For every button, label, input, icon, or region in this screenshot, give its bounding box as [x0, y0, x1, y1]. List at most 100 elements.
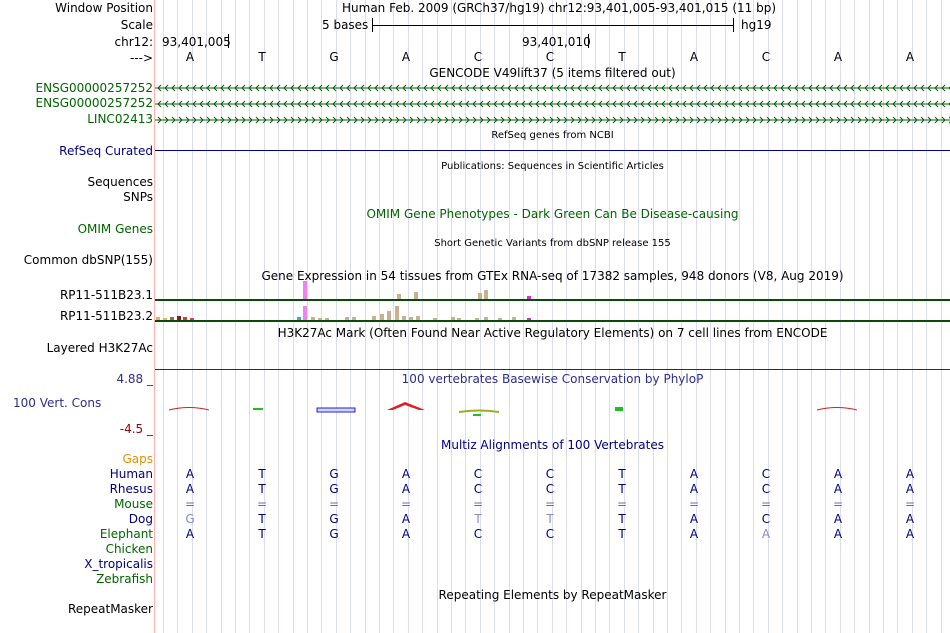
cons-plot[interactable]: [155, 398, 950, 420]
minus-strand-arrow: [899, 84, 904, 92]
sequences-label[interactable]: Sequences: [87, 175, 153, 189]
species-human-label[interactable]: Human: [109, 467, 153, 481]
gtex-bar[interactable]: [325, 318, 329, 320]
minus-strand-arrow: [850, 100, 855, 108]
minus-strand-arrow: [381, 84, 386, 92]
omim-title[interactable]: OMIM Gene Phenotypes - Dark Green Can Be…: [366, 207, 739, 221]
repeat-title[interactable]: Repeating Elements by RepeatMasker: [438, 588, 667, 602]
h3k27ac-label[interactable]: Layered H3K27Ac: [46, 341, 153, 355]
gtex-title[interactable]: Gene Expression in 54 tissues from GTEx …: [261, 269, 844, 283]
repeat-label[interactable]: RepeatMasker: [67, 602, 153, 616]
gtex-bar[interactable]: [475, 318, 479, 320]
gtex-bar[interactable]: [318, 318, 322, 320]
gtex-bar[interactable]: [478, 293, 482, 299]
refseq-title[interactable]: RefSeq genes from NCBI: [491, 130, 614, 141]
gencode-item-2-label[interactable]: ENSG00000257252: [35, 96, 153, 110]
gtex-bar[interactable]: [177, 316, 181, 320]
gtex-bar[interactable]: [451, 317, 455, 320]
minus-strand-arrow: [409, 84, 414, 92]
gtex-bar[interactable]: [397, 294, 401, 299]
plus-strand-arrow: [318, 116, 323, 124]
species-rhesus-label[interactable]: Rhesus: [109, 482, 153, 496]
gencode-title[interactable]: GENCODE V49lift37 (5 items filtered out): [429, 66, 676, 80]
minus-strand-arrow: [311, 84, 316, 92]
plus-strand-arrow: [388, 116, 393, 124]
minus-strand-arrow: [388, 100, 393, 108]
minus-strand-arrow: [787, 84, 792, 92]
publications-title[interactable]: Publications: Sequences in Scientific Ar…: [441, 161, 664, 172]
dbsnp-title[interactable]: Short Genetic Variants from dbSNP releas…: [434, 238, 671, 249]
minus-strand-arrow: [311, 100, 316, 108]
species-chicken-label[interactable]: Chicken: [105, 542, 153, 556]
species-elephant-label[interactable]: Elephant: [99, 527, 153, 541]
gridline: [278, 0, 279, 633]
gtex-bar[interactable]: [303, 306, 307, 320]
gridline: [480, 0, 481, 633]
gtex-bar[interactable]: [527, 296, 531, 299]
gtex-bar[interactable]: [380, 314, 384, 320]
gtex-bar[interactable]: [183, 317, 187, 320]
gtex-bar[interactable]: [372, 316, 376, 320]
gtex-bar[interactable]: [170, 317, 174, 320]
gencode-item-3-label[interactable]: LINC02413: [87, 112, 153, 126]
alignment-base: =: [184, 497, 196, 511]
gridline: [509, 0, 510, 633]
refseq-line[interactable]: [155, 150, 950, 151]
gtex-bar[interactable]: [484, 290, 488, 299]
minus-strand-arrow: [528, 84, 533, 92]
gtex-bar[interactable]: [311, 317, 315, 320]
species-mouse-label[interactable]: Mouse: [114, 497, 153, 511]
gtex-bar[interactable]: [387, 311, 391, 320]
minus-strand-arrow: [612, 100, 617, 108]
plus-strand-arrow: [878, 116, 883, 124]
dbsnp-label[interactable]: Common dbSNP(155): [23, 253, 153, 267]
minus-strand-arrow: [423, 84, 428, 92]
scale-bar: [372, 25, 733, 26]
minus-strand-arrow: [570, 84, 575, 92]
gtex-bar[interactable]: [402, 316, 406, 320]
gtex-bar[interactable]: [297, 317, 301, 320]
gtex-bar[interactable]: [527, 318, 531, 320]
minus-strand-arrow: [444, 100, 449, 108]
gtex-bar[interactable]: [498, 318, 502, 320]
gtex-bar[interactable]: [395, 306, 399, 320]
gtex-bar[interactable]: [156, 317, 160, 320]
multiz-title[interactable]: Multiz Alignments of 100 Vertebrates: [440, 438, 665, 452]
species-zebrafish-label[interactable]: Zebrafish: [96, 572, 153, 586]
gtex-bar[interactable]: [433, 318, 437, 320]
minus-strand-arrow: [892, 100, 897, 108]
gtex-bar[interactable]: [512, 317, 516, 320]
gtex-gene-1-label[interactable]: RP11-511B23.1: [59, 288, 153, 302]
gencode-item-1-label[interactable]: ENSG00000257252: [35, 81, 153, 95]
gtex-bar[interactable]: [190, 318, 194, 320]
gtex-bar[interactable]: [484, 317, 488, 320]
gtex-gene-2-label[interactable]: RP11-511B23.2: [59, 309, 153, 323]
plus-strand-arrow: [696, 116, 701, 124]
gencode-features[interactable]: [155, 80, 950, 125]
cons-min: -4.5 _: [119, 422, 153, 436]
species-xtropicalis-label[interactable]: X_tropicalis: [84, 557, 153, 571]
plus-strand-arrow: [297, 116, 302, 124]
gtex-bar[interactable]: [163, 318, 167, 320]
minus-strand-arrow: [269, 100, 274, 108]
gtex-bar[interactable]: [457, 318, 461, 320]
h3k27ac-title[interactable]: H3K27Ac Mark (Often Found Near Active Re…: [277, 326, 828, 340]
gtex-bar[interactable]: [414, 292, 418, 299]
gtex-bar[interactable]: [303, 281, 307, 299]
minus-strand-arrow: [591, 100, 596, 108]
gaps-label[interactable]: Gaps: [122, 452, 153, 466]
minus-strand-arrow: [248, 84, 253, 92]
omim-label[interactable]: OMIM Genes: [77, 222, 153, 236]
species-dog-label[interactable]: Dog: [128, 512, 153, 526]
gtex-bar[interactable]: [352, 317, 356, 320]
minus-strand-arrow: [794, 100, 799, 108]
cons-title[interactable]: 100 vertebrates Basewise Conservation by…: [401, 372, 704, 386]
minus-strand-arrow: [584, 84, 589, 92]
cons-label[interactable]: 100 Vert. Cons: [13, 396, 102, 410]
plus-strand-arrow: [668, 116, 673, 124]
gtex-bar[interactable]: [409, 317, 413, 320]
snps-label[interactable]: SNPs: [123, 190, 153, 204]
gtex-bar[interactable]: [345, 317, 349, 320]
refseq-label[interactable]: RefSeq Curated: [59, 144, 153, 158]
gtex-bar[interactable]: [416, 316, 420, 320]
